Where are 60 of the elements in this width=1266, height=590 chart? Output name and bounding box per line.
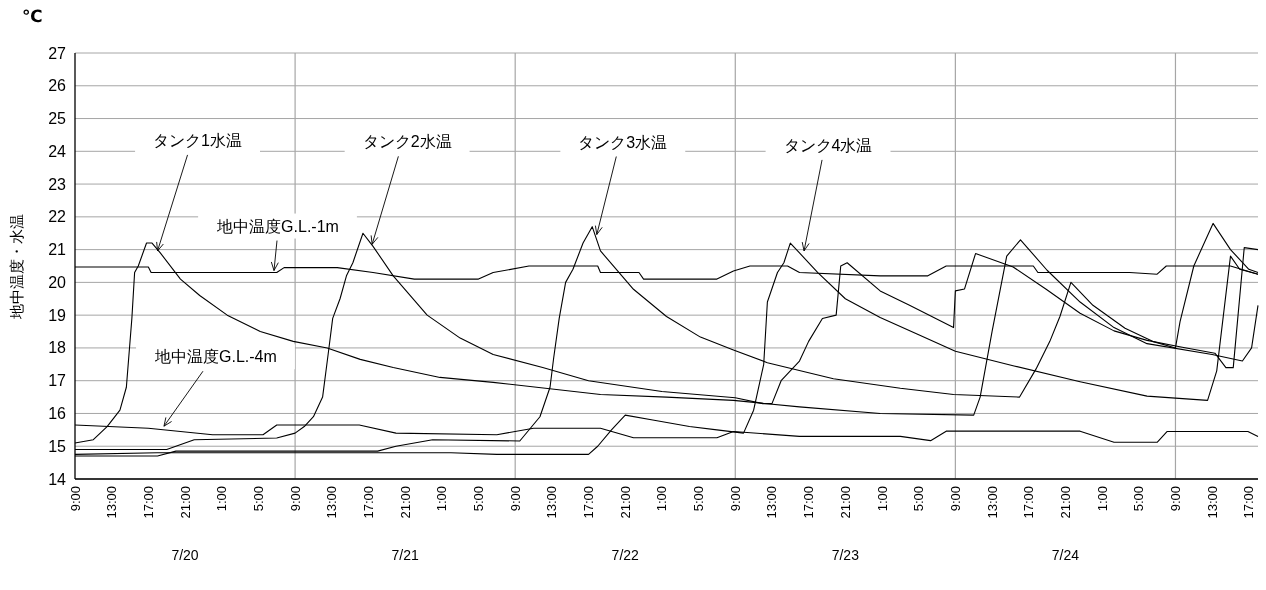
x-tick-label: 5:00: [250, 486, 266, 512]
annotation: タンク3水温: [578, 133, 668, 151]
x-tick-label: 1:00: [214, 486, 230, 512]
y-axis-title: 地中温度・水温: [8, 213, 25, 320]
x-tick-label: 13:00: [324, 486, 340, 519]
y-tick-label: 27: [48, 44, 67, 62]
text: 7/21: [391, 547, 419, 563]
x-tick-label: 9:00: [947, 486, 963, 512]
annotation: 地中温度G.L.-1m: [216, 217, 339, 235]
y-tick-label: 21: [48, 241, 67, 259]
y-tick-label: 22: [48, 208, 67, 226]
text: ℃: [22, 7, 43, 26]
text: 7/23: [831, 547, 860, 563]
x-tick-label: 21:00: [617, 486, 633, 519]
x-tick-label: 13:00: [104, 486, 120, 519]
x-tick-label: 13:00: [1204, 486, 1220, 519]
y-tick-label: 14: [48, 470, 67, 488]
annotation: タンク4水温: [783, 136, 873, 154]
x-tick-label: 17:00: [1241, 486, 1257, 519]
x-tick-label: 13:00: [764, 486, 780, 519]
text: 7/20: [171, 547, 199, 563]
text: 7/24: [1051, 547, 1080, 563]
x-tick-label: 1:00: [874, 486, 890, 512]
x-tick-label: 1:00: [654, 486, 670, 512]
x-tick-label: 21:00: [1057, 486, 1073, 519]
y-tick-label: 24: [48, 142, 67, 160]
y-tick-label: 19: [48, 306, 67, 324]
y-tick-label: 15: [48, 437, 67, 455]
x-tick-label: 21:00: [177, 486, 193, 519]
x-tick-label: 13:00: [984, 486, 1000, 519]
y-tick-label: 20: [48, 273, 67, 291]
x-tick-label: 1:00: [434, 486, 450, 512]
x-tick-label: 5:00: [471, 486, 486, 512]
y-tick-label: 16: [48, 404, 67, 422]
x-tick-label: 1:00: [1094, 486, 1110, 512]
x-tick-label: 5:00: [1131, 486, 1147, 512]
x-tick-label: 9:00: [727, 486, 743, 512]
x-tick-label: 17:00: [360, 486, 376, 519]
x-tick-label: 5:00: [911, 486, 927, 512]
y-tick-label: 25: [48, 110, 67, 128]
text: 7/22: [611, 547, 640, 563]
annotation: タンク2水温: [362, 133, 452, 151]
x-tick-label: 17:00: [581, 486, 597, 519]
y-tick-label: 26: [48, 77, 67, 95]
y-tick-label: 18: [48, 339, 67, 357]
x-tick-label: 13:00: [544, 486, 560, 519]
y-tick-label: 23: [48, 175, 67, 193]
y-tick-label: 17: [48, 372, 67, 390]
x-tick-label: 17:00: [1021, 486, 1037, 519]
annotation: タンク1水温: [153, 131, 242, 149]
x-tick-label: 9:00: [1167, 486, 1183, 512]
x-tick-label: 9:00: [67, 486, 83, 512]
x-tick-label: 21:00: [837, 486, 853, 519]
x-tick-label: 9:00: [287, 486, 303, 512]
x-tick-label: 5:00: [691, 486, 707, 512]
annotation: 地中温度G.L.-4m: [154, 348, 277, 366]
x-tick-label: 17:00: [140, 486, 156, 519]
x-tick-label: 17:00: [801, 486, 817, 519]
x-tick-label: 9:00: [507, 486, 523, 512]
x-tick-label: 21:00: [397, 486, 413, 519]
